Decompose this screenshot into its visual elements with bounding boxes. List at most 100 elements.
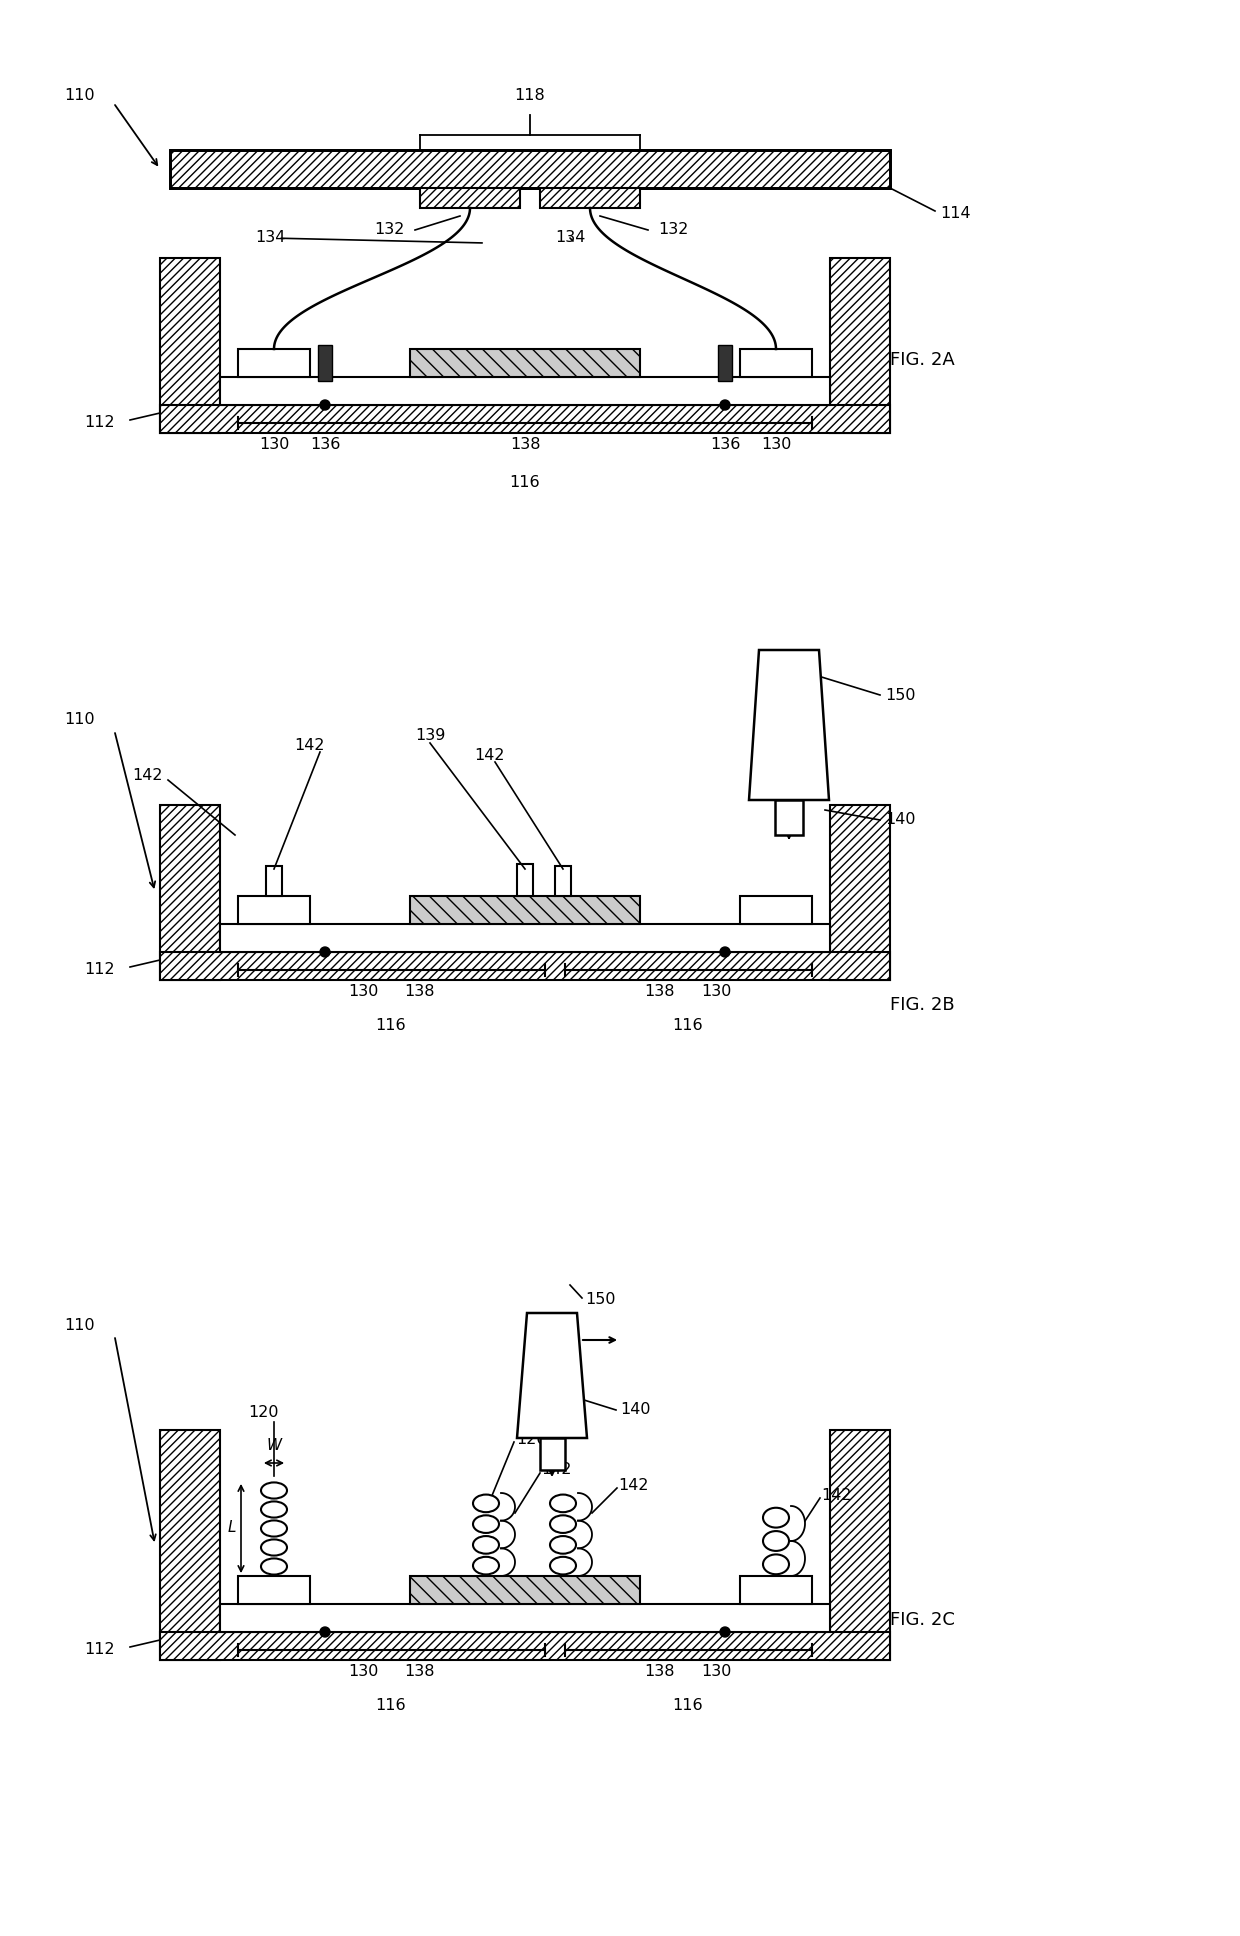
Circle shape [320,401,330,410]
Bar [420,188,520,207]
Text: 138: 138 [645,983,676,999]
Text: FIG. 2A: FIG. 2A [890,350,955,370]
Bar [160,953,890,980]
Text: 136: 136 [310,438,340,451]
Text: 136: 136 [709,438,740,451]
Bar [170,149,890,188]
Ellipse shape [551,1535,577,1555]
Bar [740,1576,812,1605]
Circle shape [720,1626,730,1638]
Bar [238,348,310,378]
Bar [718,345,732,381]
Bar [539,1438,565,1469]
Circle shape [720,401,730,410]
Ellipse shape [763,1555,789,1574]
Bar [830,257,890,434]
Bar [160,257,219,434]
Text: 138: 138 [404,1665,434,1679]
Ellipse shape [472,1557,498,1574]
Text: 134: 134 [554,230,585,246]
Ellipse shape [260,1558,286,1574]
Text: 139: 139 [415,728,445,743]
Ellipse shape [260,1502,286,1518]
Bar [740,348,812,378]
Bar [219,923,830,953]
Text: FIG. 2B: FIG. 2B [890,995,955,1014]
Bar [160,405,890,434]
Text: 130: 130 [347,1665,378,1679]
Ellipse shape [551,1516,577,1533]
Bar [517,863,533,896]
Text: 116: 116 [376,1698,407,1713]
Text: 132: 132 [658,223,688,238]
Ellipse shape [472,1535,498,1555]
Bar [219,378,830,405]
Circle shape [320,947,330,956]
Text: 130: 130 [701,1665,732,1679]
Text: 138: 138 [510,438,541,451]
Ellipse shape [260,1539,286,1555]
Text: 138: 138 [404,983,434,999]
Text: W: W [267,1438,281,1454]
Ellipse shape [260,1520,286,1537]
Bar [267,865,281,896]
Text: 134: 134 [254,230,285,246]
Bar [556,865,570,896]
Text: 130: 130 [347,983,378,999]
Text: 142: 142 [295,738,325,753]
Text: 120: 120 [516,1433,547,1448]
Polygon shape [517,1313,587,1438]
Text: 140: 140 [620,1402,651,1417]
Bar [238,1576,310,1605]
Circle shape [320,1626,330,1638]
Bar [410,1576,640,1605]
Text: 142: 142 [541,1462,572,1477]
Text: 142: 142 [821,1487,852,1502]
Ellipse shape [551,1495,577,1512]
Text: 150: 150 [585,1293,615,1307]
Text: 130: 130 [259,438,289,451]
Text: 150: 150 [885,687,915,703]
Ellipse shape [551,1557,577,1574]
Text: 138: 138 [645,1665,676,1679]
Text: 120: 120 [249,1406,279,1419]
Ellipse shape [260,1483,286,1498]
Bar [170,149,890,188]
Text: 142: 142 [133,767,164,782]
Text: 140: 140 [885,813,915,827]
Text: FIG. 2C: FIG. 2C [890,1611,955,1628]
Text: L: L [227,1520,236,1535]
Bar [830,1431,890,1659]
Text: 142: 142 [475,747,505,763]
Text: 112: 112 [84,414,115,430]
Bar [410,348,640,378]
Ellipse shape [763,1531,789,1551]
Text: 112: 112 [84,962,115,978]
Bar [539,188,640,207]
Bar [160,805,219,980]
Text: 110: 110 [64,87,95,103]
Bar [160,1431,219,1659]
Text: 116: 116 [376,1018,407,1034]
Text: 116: 116 [672,1018,703,1034]
Text: 110: 110 [64,712,95,728]
Text: 118: 118 [515,87,546,103]
Bar [160,1632,890,1659]
Text: 116: 116 [672,1698,703,1713]
Text: 130: 130 [761,438,791,451]
Bar [775,800,804,834]
Bar [219,1605,830,1632]
Bar [410,896,640,923]
Ellipse shape [472,1495,498,1512]
Text: 142: 142 [618,1477,649,1493]
Text: 110: 110 [64,1318,95,1332]
Bar [317,345,332,381]
Bar [830,805,890,980]
Text: 116: 116 [510,474,541,490]
Ellipse shape [763,1508,789,1528]
Bar [740,896,812,923]
Text: 132: 132 [374,223,405,238]
Text: 130: 130 [701,983,732,999]
Bar [238,896,310,923]
Ellipse shape [472,1516,498,1533]
